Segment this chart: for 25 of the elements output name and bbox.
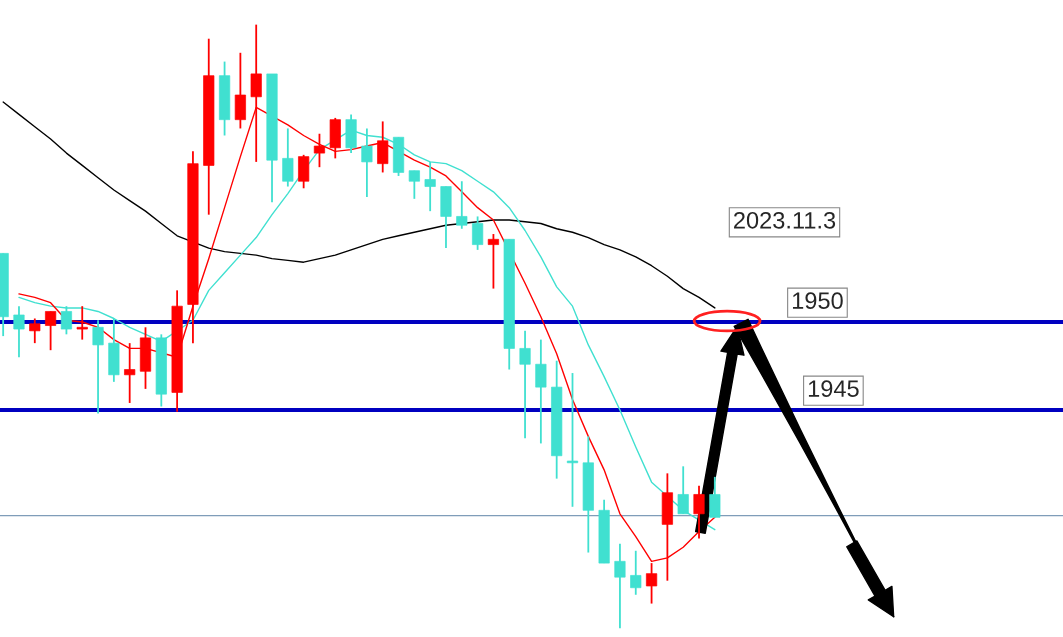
candlestick	[566, 372, 579, 508]
candlestick	[487, 233, 499, 290]
candlestick	[614, 542, 626, 630]
text: 2023.11.3	[734, 211, 836, 229]
candlestick	[45, 310, 57, 352]
candlestick	[313, 132, 326, 169]
ref-line-label: 1950	[792, 292, 843, 310]
ref-line-label: 1945	[808, 380, 859, 397]
candlestick	[29, 317, 41, 345]
candlestick	[92, 319, 104, 415]
candlestick	[535, 338, 547, 445]
candlestick	[709, 475, 721, 519]
candlestick	[60, 305, 72, 336]
candlestick	[472, 215, 484, 251]
candlestick	[408, 169, 420, 200]
candlestick	[456, 180, 468, 230]
candlestick	[424, 160, 436, 213]
candlestick	[630, 549, 642, 596]
candlestick	[377, 120, 389, 174]
candlestick	[693, 484, 705, 540]
candlestick	[13, 305, 25, 359]
candlestick	[76, 305, 88, 341]
candlestick	[124, 342, 136, 404]
candlestick	[519, 329, 531, 440]
candlestick	[677, 465, 689, 515]
